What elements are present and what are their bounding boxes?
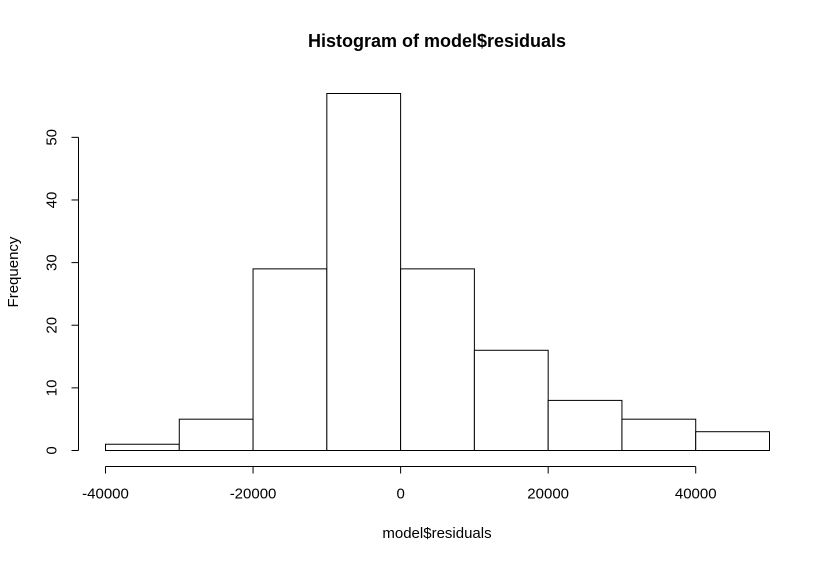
x-tick-label: 40000 [675, 486, 717, 503]
y-tick-label: 50 [44, 129, 61, 146]
x-axis-label: model$residuals [382, 525, 491, 542]
y-axis: 0 10 20 30 40 50 [44, 129, 79, 455]
histogram-bar [105, 443, 180, 452]
x-tick-label: 20000 [527, 486, 569, 503]
y-axis-label: Frequency [5, 236, 22, 307]
y-tick-label: 30 [44, 254, 61, 271]
y-tick-label: 0 [44, 446, 61, 454]
y-tick-label: 20 [44, 317, 61, 334]
y-tick-label: 10 [44, 380, 61, 397]
histogram-bar [326, 93, 402, 451]
histogram-bar [695, 431, 771, 452]
histogram-bar [473, 349, 549, 451]
histogram-bar [621, 418, 697, 451]
x-tick-label: -20000 [230, 486, 277, 503]
bars-group [105, 93, 771, 452]
x-tick-label: 0 [396, 486, 404, 503]
chart-title: Histogram of model$residuals [308, 31, 566, 51]
histogram-bar [252, 268, 328, 451]
histogram-bar [547, 399, 623, 452]
y-tick-label: 40 [44, 192, 61, 209]
x-tick-label: -40000 [82, 486, 129, 503]
x-axis: -40000 -20000 0 20000 40000 [82, 466, 717, 503]
histogram-bar [178, 418, 254, 451]
histogram-bar [400, 268, 475, 451]
